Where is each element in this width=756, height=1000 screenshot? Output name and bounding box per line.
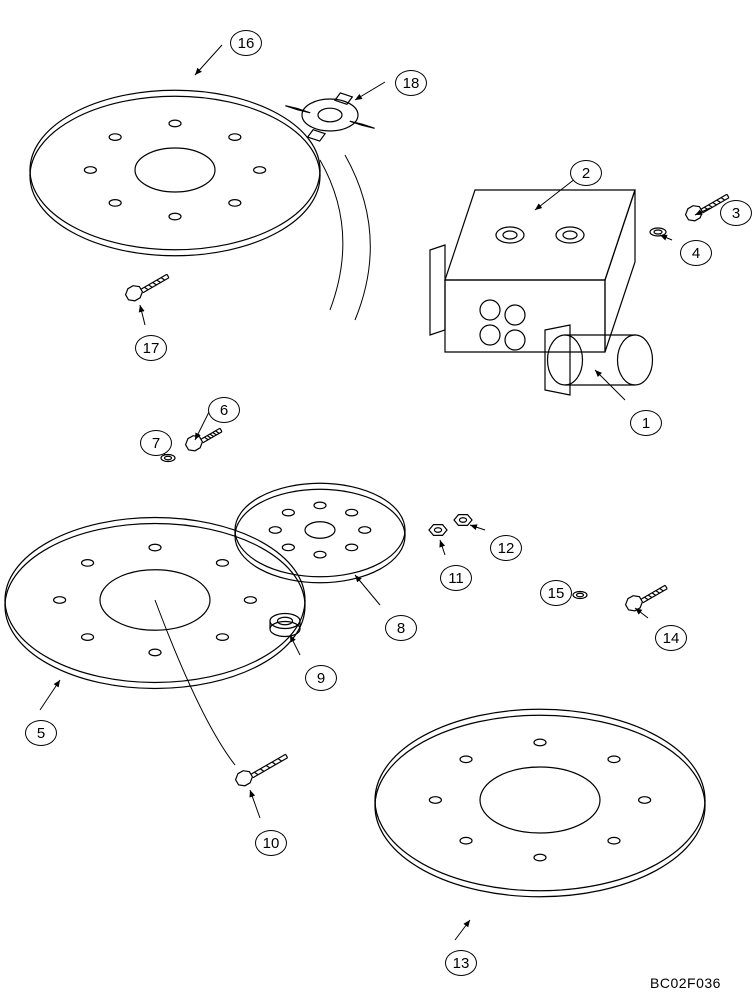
callout-2: 2 [570,160,602,186]
callout-number: 14 [655,625,687,651]
part-2-hydraulic-pump-assy [430,190,635,352]
part-9-spacer [270,614,300,637]
part-6-screw [184,422,224,453]
part-8-hub-flange [235,483,405,583]
callout-number: 7 [140,430,172,456]
callout-10: 10 [255,830,287,856]
callout-15: 15 [540,580,572,606]
callout-number: 13 [445,950,477,976]
drawing-code: BC02F036 [650,975,721,991]
part-13-backing-plate [375,709,705,897]
callout-8: 8 [385,615,417,641]
part-12-nut [454,515,472,526]
callout-number: 15 [540,580,572,606]
callout-7: 7 [140,430,172,456]
callout-number: 18 [395,70,427,96]
callout-number: 8 [385,615,417,641]
part-15-washer [573,592,587,599]
part-5-drive-plate [5,518,305,689]
callout-number: 4 [680,240,712,266]
callout-5: 5 [25,720,57,746]
callout-number: 9 [305,665,337,691]
callout-11: 11 [440,565,472,591]
callout-number: 5 [25,720,57,746]
callout-number: 16 [230,30,262,56]
parts-illustration [0,0,756,1000]
callout-17: 17 [135,335,167,361]
callout-9: 9 [305,665,337,691]
callout-3: 3 [720,200,752,226]
callout-16: 16 [230,30,262,56]
callout-number: 10 [255,830,287,856]
callout-13: 13 [445,950,477,976]
exploded-view-diagram: 123456789101112131415161718 BC02F036 [0,0,756,1000]
callout-number: 6 [208,397,240,423]
callout-number: 3 [720,200,752,226]
callout-number: 11 [440,565,472,591]
callout-number: 2 [570,160,602,186]
callout-6: 6 [208,397,240,423]
part-14-screw [624,579,669,613]
callout-number: 12 [490,535,522,561]
callout-number: 17 [135,335,167,361]
part-16-flex-plate-large [30,90,320,256]
part-11-nut [429,525,447,536]
part-4-washer [650,228,666,236]
callout-4: 4 [680,240,712,266]
part-10-bolt-long [234,748,289,788]
part-1-aux-pump [545,325,653,395]
callout-18: 18 [395,70,427,96]
callout-1: 1 [630,410,662,436]
callout-12: 12 [490,535,522,561]
callout-number: 1 [630,410,662,436]
callout-14: 14 [655,625,687,651]
part-17-bolt [124,268,171,303]
